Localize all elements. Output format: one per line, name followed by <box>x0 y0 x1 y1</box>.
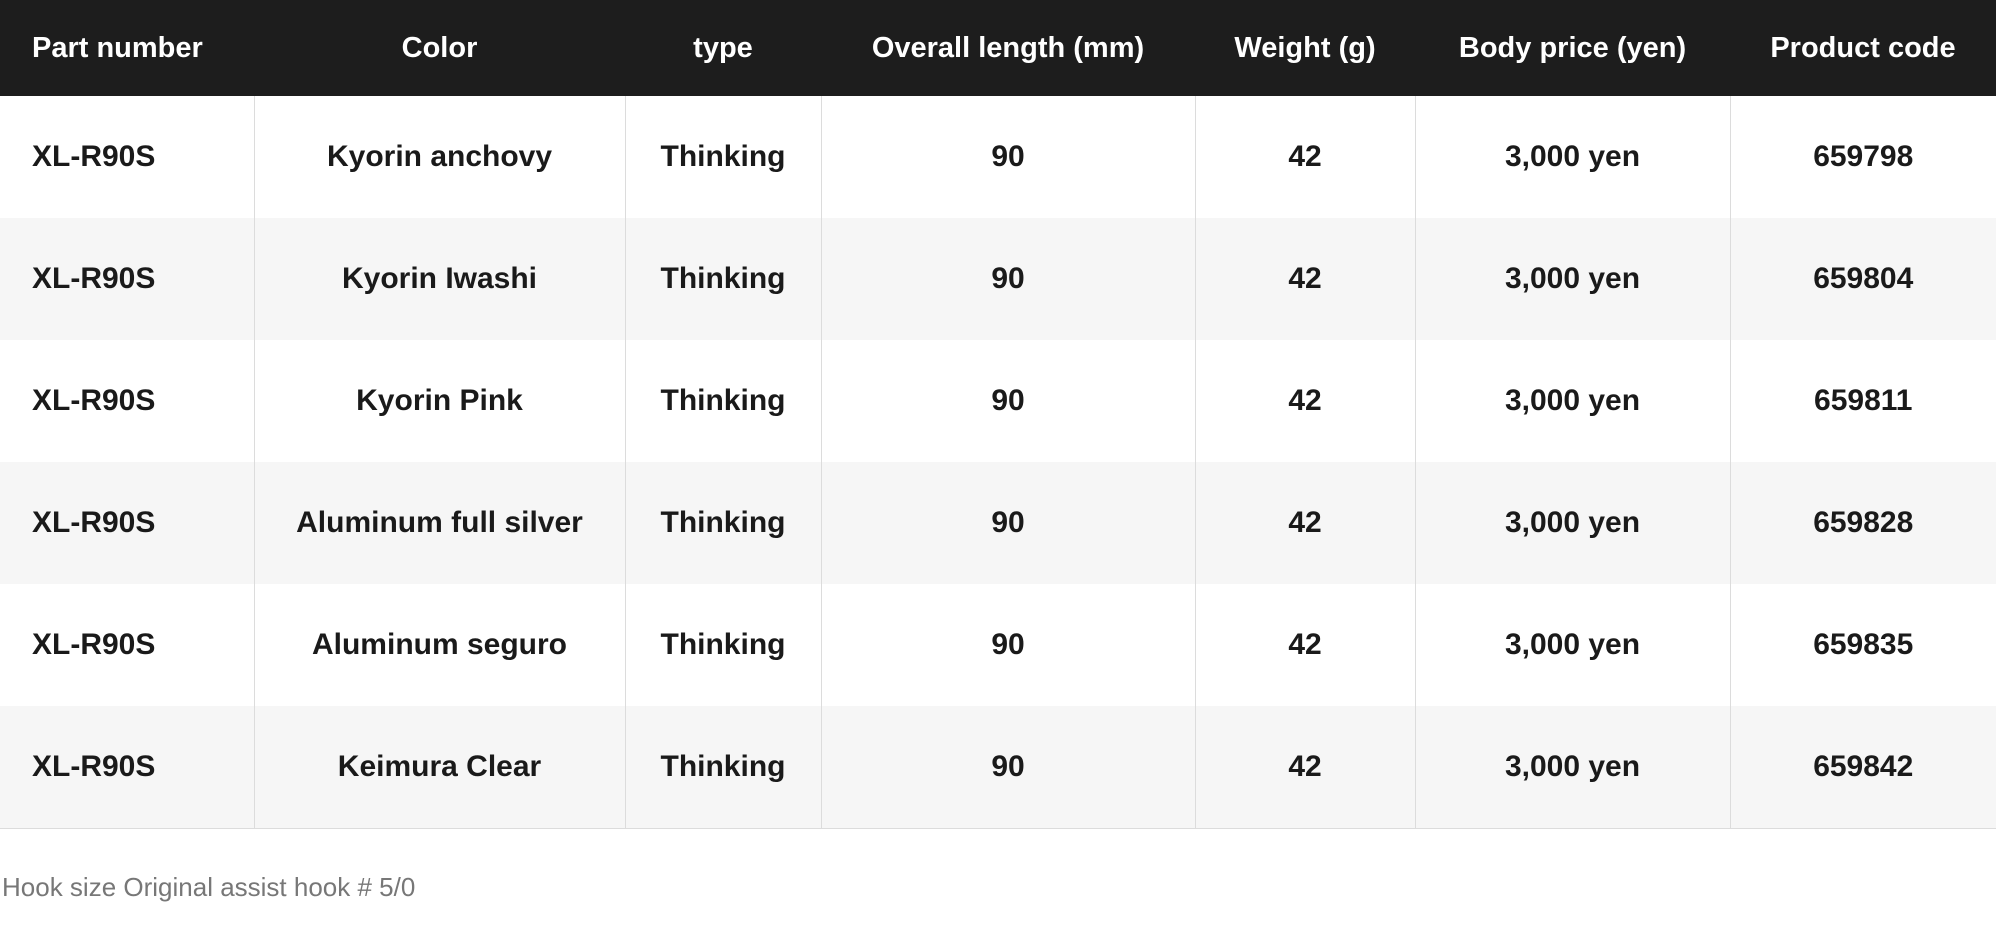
cell-weight: 42 <box>1194 462 1415 584</box>
cell-body-price: 3,000 yen <box>1414 218 1730 340</box>
table-row: XL-R90S Kyorin Pink Thinking 90 42 3,000 yen 6… <box>0 340 1996 462</box>
cell-weight: 42 <box>1194 706 1415 829</box>
cell-type: Thinking <box>624 462 821 584</box>
cell-product-code: 659798 <box>1729 96 1996 218</box>
cell-part-number: XL-R90S <box>0 218 254 340</box>
cell-product-code: 659835 <box>1729 584 1996 706</box>
cell-product-code: 659811 <box>1729 340 1996 462</box>
table-row: XL-R90S Kyorin anchovy Thinking 90 42 3,000 y… <box>0 96 1996 218</box>
cell-type: Thinking <box>624 584 821 706</box>
header-color: Color <box>254 0 625 96</box>
table-header-row: Part number Color type Overall length (m… <box>0 0 1996 96</box>
cell-color: Kyorin Pink <box>253 340 625 462</box>
cell-product-code: 659842 <box>1729 706 1996 829</box>
cell-type: Thinking <box>624 340 821 462</box>
cell-weight: 42 <box>1194 218 1415 340</box>
table-row: XL-R90S Kyorin Iwashi Thinking 90 42 3,000 ye… <box>0 218 1996 340</box>
cell-body-price: 3,000 yen <box>1414 462 1730 584</box>
header-product-code: Product code <box>1730 0 1996 96</box>
hook-size-note: Hook size Original assist hook # 5/0 <box>2 872 416 902</box>
cell-product-code: 659804 <box>1729 218 1996 340</box>
cell-weight: 42 <box>1194 96 1415 218</box>
table-row: XL-R90S Aluminum full silver Thinking 90 42 3… <box>0 462 1996 584</box>
header-weight: Weight (g) <box>1195 0 1415 96</box>
cell-color: Keimura Clear <box>253 706 625 829</box>
cell-type: Thinking <box>624 218 821 340</box>
cell-overall-length: 90 <box>820 218 1195 340</box>
cell-weight: 42 <box>1194 584 1415 706</box>
cell-color: Aluminum seguro <box>253 584 625 706</box>
cell-overall-length: 90 <box>820 584 1195 706</box>
cell-color: Kyorin Iwashi <box>253 218 625 340</box>
header-body-price: Body price (yen) <box>1415 0 1730 96</box>
cell-overall-length: 90 <box>820 340 1195 462</box>
cell-color: Aluminum full silver <box>253 462 625 584</box>
cell-product-code: 659828 <box>1729 462 1996 584</box>
cell-body-price: 3,000 yen <box>1414 706 1730 829</box>
cell-type: Thinking <box>624 706 821 829</box>
cell-body-price: 3,000 yen <box>1414 96 1730 218</box>
header-overall-length: Overall length (mm) <box>821 0 1195 96</box>
cell-overall-length: 90 <box>820 706 1195 829</box>
cell-part-number: XL-R90S <box>0 462 254 584</box>
cell-body-price: 3,000 yen <box>1414 584 1730 706</box>
cell-color: Kyorin anchovy <box>253 96 625 218</box>
header-type: type <box>625 0 821 96</box>
cell-weight: 42 <box>1194 340 1415 462</box>
cell-overall-length: 90 <box>820 96 1195 218</box>
cell-part-number: XL-R90S <box>0 706 254 829</box>
table-row: XL-R90S Aluminum seguro Thinking 90 42 3,000 … <box>0 584 1996 706</box>
cell-body-price: 3,000 yen <box>1414 340 1730 462</box>
table-row: XL-R90S Keimura Clear Thinking 90 42 3,000 ye… <box>0 706 1996 829</box>
product-spec-table: Part number Color type Overall length (m… <box>0 0 1996 829</box>
cell-part-number: XL-R90S <box>32 140 156 173</box>
cell-part-number: XL-R90S <box>32 628 156 661</box>
cell-overall-length: 90 <box>820 462 1195 584</box>
cell-type: Thinking <box>624 96 821 218</box>
header-part-number: Part number <box>0 0 254 96</box>
cell-part-number: XL-R90S <box>32 384 156 417</box>
